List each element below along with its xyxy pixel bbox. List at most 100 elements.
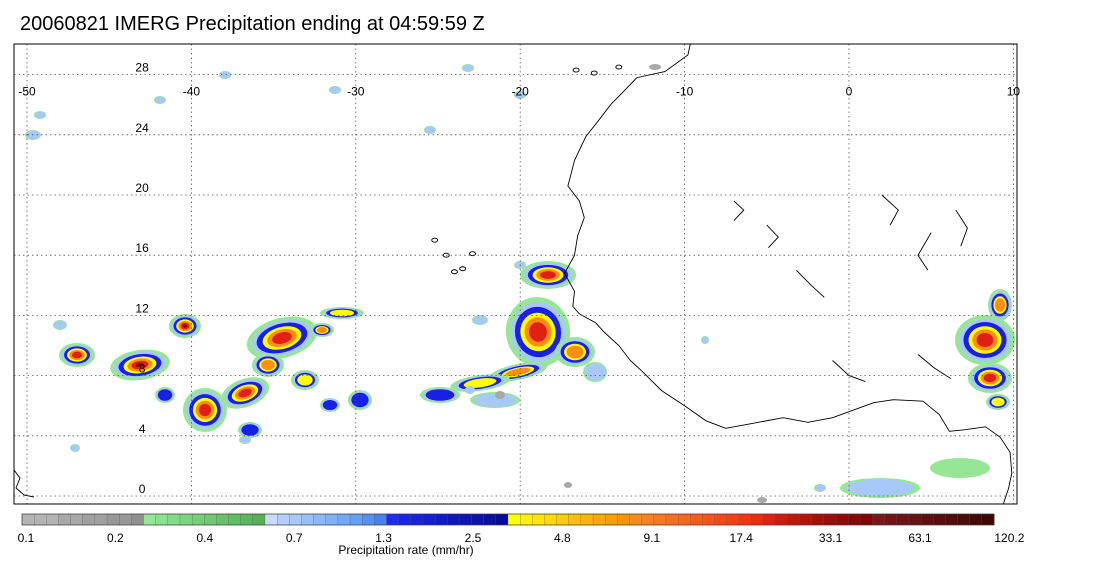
colorbar-tick-label: 120.2: [994, 531, 1024, 545]
colorbar-swatch: [58, 513, 72, 526]
precip-cell: [169, 314, 201, 338]
colorbar-swatch: [70, 513, 84, 526]
precip-cell: [986, 394, 1010, 410]
lat-tick-label: 4: [139, 422, 146, 436]
river: [955, 209, 968, 247]
precip-cell: [583, 362, 607, 382]
colorbar-tick-label: 33.1: [819, 531, 843, 545]
colorbar-swatch: [896, 513, 910, 526]
colorbar-swatch: [799, 513, 813, 526]
coast-south-america: [14, 469, 35, 498]
graticule: [14, 44, 1017, 504]
precip-cell: [462, 64, 474, 72]
lat-tick-label: 24: [135, 121, 149, 135]
colorbar-swatch: [386, 513, 400, 526]
island: [459, 266, 467, 272]
island: [572, 67, 580, 73]
precip-cell: [183, 388, 227, 432]
colorbar-swatch: [520, 513, 533, 526]
colorbar-swatch: [21, 513, 35, 526]
island: [590, 70, 598, 76]
precip-cell: [472, 315, 488, 325]
colorbar-tick-label: 63.1: [908, 531, 932, 545]
colorbar-swatch: [969, 513, 983, 526]
colorbar-swatch: [289, 513, 302, 526]
colorbar-swatch: [264, 513, 278, 526]
colorbar-swatch: [507, 513, 521, 526]
precip-cell: [955, 315, 1015, 365]
lat-tick-label: 0: [139, 482, 146, 496]
colorbar-swatch: [823, 513, 837, 526]
colorbar-swatch: [325, 513, 339, 526]
colorbar-swatch: [82, 513, 96, 526]
precip-cell: [34, 111, 46, 119]
precip-trace: [564, 482, 572, 488]
colorbar-swatch: [301, 513, 315, 526]
lon-tick-label: -30: [347, 85, 365, 99]
precip-cell: [238, 422, 262, 438]
colorbar-swatch: [434, 513, 448, 526]
colorbar-swatch: [690, 513, 703, 526]
colorbar-swatch: [119, 513, 132, 526]
colorbar-swatch: [276, 513, 290, 526]
colorbar-swatch: [544, 513, 558, 526]
island: [450, 269, 458, 275]
colorbar-swatch: [34, 513, 47, 526]
colorbar-swatch: [349, 513, 363, 526]
lat-tick-label: 8: [139, 362, 146, 376]
tick-labels: -50 -40 -30 -20 -10 0 10 28 24 20 16 12 8 4 0: [18, 61, 1020, 496]
precip-cell: [329, 86, 341, 94]
colorbar-swatch: [191, 513, 205, 526]
precip-cell: [930, 458, 990, 478]
lon-tick-label: -10: [676, 85, 694, 99]
colorbar-swatch: [459, 513, 472, 526]
colorbar-swatch: [362, 513, 375, 526]
lon-tick-label: -20: [512, 85, 530, 99]
colorbar-tick-label: 0.2: [107, 531, 124, 545]
precip-cell: [424, 126, 436, 134]
lon-tick-label: -50: [18, 85, 36, 99]
precip-cell: [252, 353, 284, 377]
colorbar-swatch: [422, 513, 436, 526]
precip-cell: [420, 387, 460, 403]
colorbar-tick-label: 2.5: [465, 531, 482, 545]
precip-cell: [110, 349, 170, 381]
colorbar-swatch: [106, 513, 120, 526]
colorbar-swatch: [945, 513, 959, 526]
colorbar-swatch: [398, 513, 412, 526]
colorbar-swatch: [775, 513, 788, 526]
colorbar-swatch: [714, 513, 728, 526]
precip-cell: [701, 336, 709, 344]
colorbar-swatch: [216, 513, 229, 526]
colorbar-tick-label: 4.8: [554, 531, 571, 545]
colorbar-swatch: [556, 513, 570, 526]
river: [733, 200, 745, 221]
precip-cell: [219, 71, 231, 79]
precip-cell: [221, 377, 269, 409]
precip-cell: [814, 484, 826, 492]
precip-cell: [155, 387, 175, 403]
precip-cell: [310, 323, 334, 337]
precip-cell: [465, 386, 475, 394]
colorbar-tick-label: 0.1: [18, 531, 35, 545]
precip-cell: [59, 343, 95, 367]
colorbar-swatch: [957, 513, 971, 526]
colorbar-swatch: [641, 513, 655, 526]
colorbar-swatch: [933, 513, 946, 526]
lon-tick-label: -40: [183, 85, 201, 99]
lon-tick-label: 0: [846, 85, 853, 99]
colorbar-tick-label: 0.4: [196, 531, 213, 545]
precip-cell: [988, 289, 1012, 321]
colorbar-swatch: [471, 513, 485, 526]
colorbar-swatch: [204, 513, 217, 526]
colorbar-swatch: [495, 513, 509, 526]
colorbar-swatch: [884, 513, 898, 526]
colorbar-swatch: [410, 513, 424, 526]
river: [796, 269, 825, 298]
river: [917, 354, 952, 379]
colorbar-swatch: [763, 513, 776, 526]
river: [881, 194, 899, 226]
island: [431, 237, 439, 243]
precip-cell: [53, 320, 67, 330]
